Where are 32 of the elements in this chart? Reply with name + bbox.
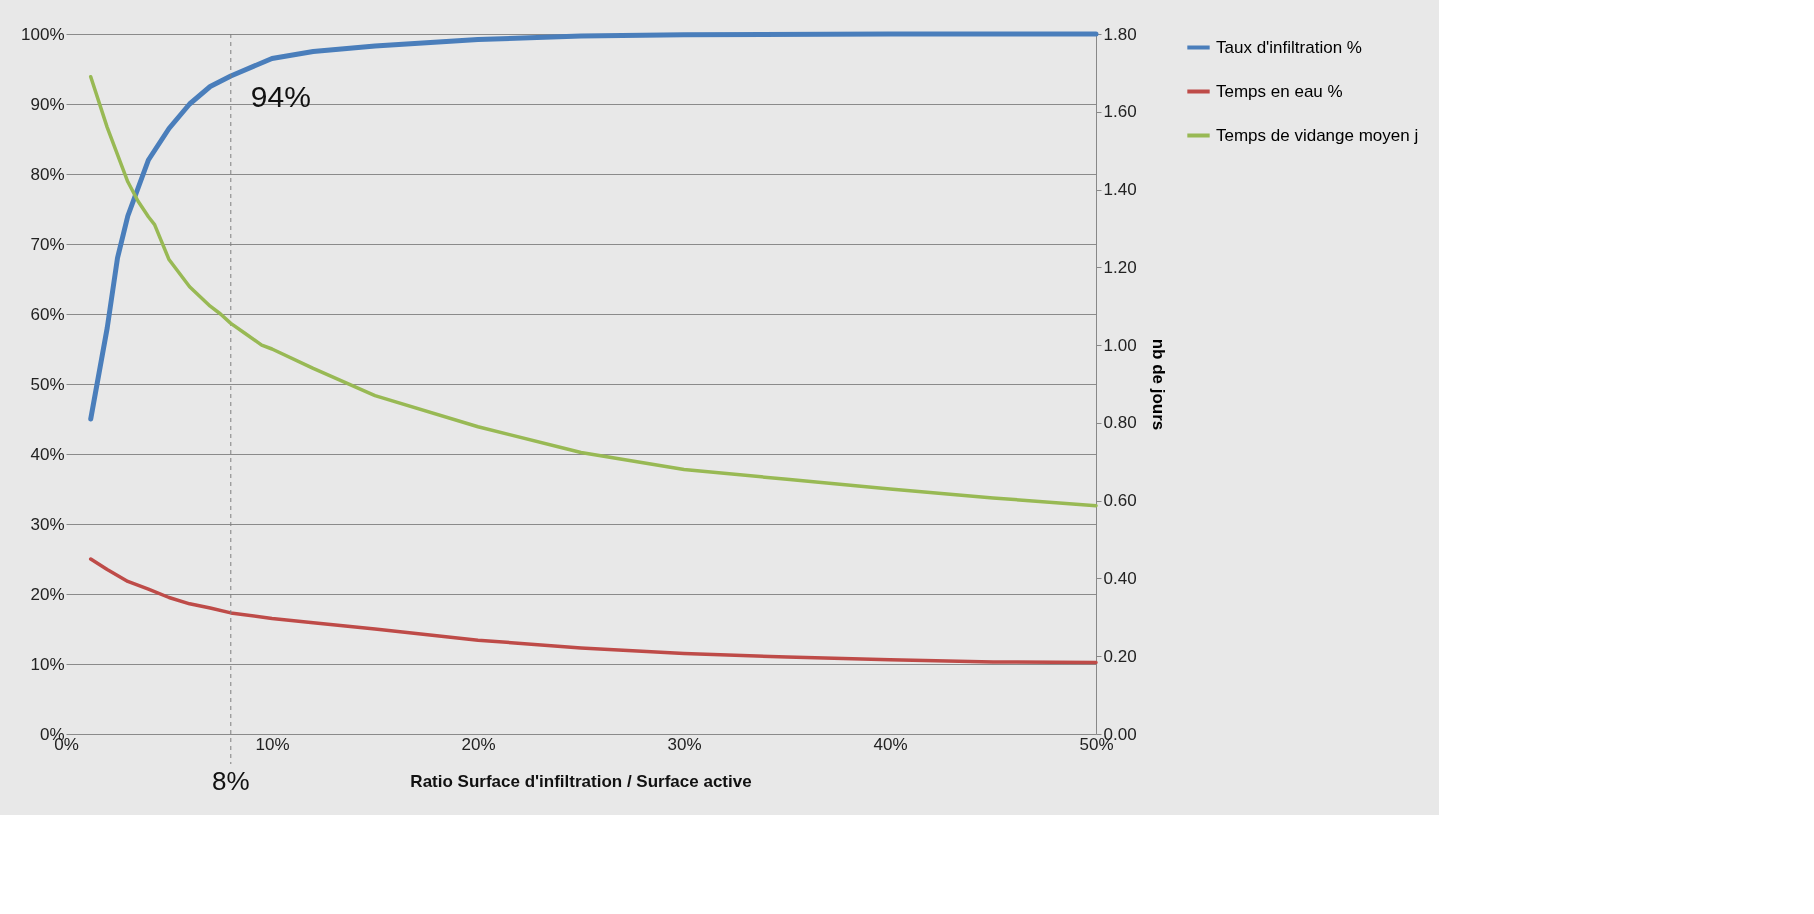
x-tick-label: 30% xyxy=(667,734,702,754)
legend-label: Temps de vidange moyen j xyxy=(1216,125,1419,145)
y2-tick-label: 0.60 xyxy=(1103,491,1137,511)
y-tick-label: 30% xyxy=(30,514,65,534)
y-tick-label: 40% xyxy=(30,444,65,464)
y-tick-label: 100% xyxy=(21,24,65,44)
y2-tick-label: 1.40 xyxy=(1103,180,1137,200)
x-tick-label: 40% xyxy=(873,734,908,754)
y2-tick-label: 1.60 xyxy=(1103,102,1137,122)
y-tick-label: 50% xyxy=(30,374,65,394)
line-series xyxy=(88,557,1098,665)
y-tick-label: 20% xyxy=(30,584,65,604)
legend-label: Temps en eau % xyxy=(1216,81,1343,101)
ref-line-label: 8% xyxy=(212,766,250,796)
y-tick-label: 10% xyxy=(30,654,65,674)
y2-tick-label: 1.80 xyxy=(1103,24,1137,44)
annotation: 94% xyxy=(250,80,311,113)
x-tick-label: 20% xyxy=(461,734,496,754)
y-tick-label: 60% xyxy=(30,304,65,324)
x-tick-label: 10% xyxy=(255,734,290,754)
y2-tick-label: 0.80 xyxy=(1103,413,1137,433)
line-series xyxy=(88,75,1098,508)
y2-tick-label: 1.00 xyxy=(1103,335,1137,355)
y-tick-label: 70% xyxy=(30,234,65,254)
x-axis-title: Ratio Surface d'infiltration / Surface active xyxy=(410,772,752,791)
y-tick-label: 80% xyxy=(30,164,65,184)
legend-label: Taux d'infiltration % xyxy=(1216,37,1362,57)
y2-tick-label: 0.20 xyxy=(1103,646,1137,666)
y2-tick-label: 0.40 xyxy=(1103,568,1137,588)
y2-axis-title: nb de jours xyxy=(1148,338,1168,431)
y-tick-label: 90% xyxy=(30,94,65,114)
y2-tick-label: 1.20 xyxy=(1103,257,1137,277)
